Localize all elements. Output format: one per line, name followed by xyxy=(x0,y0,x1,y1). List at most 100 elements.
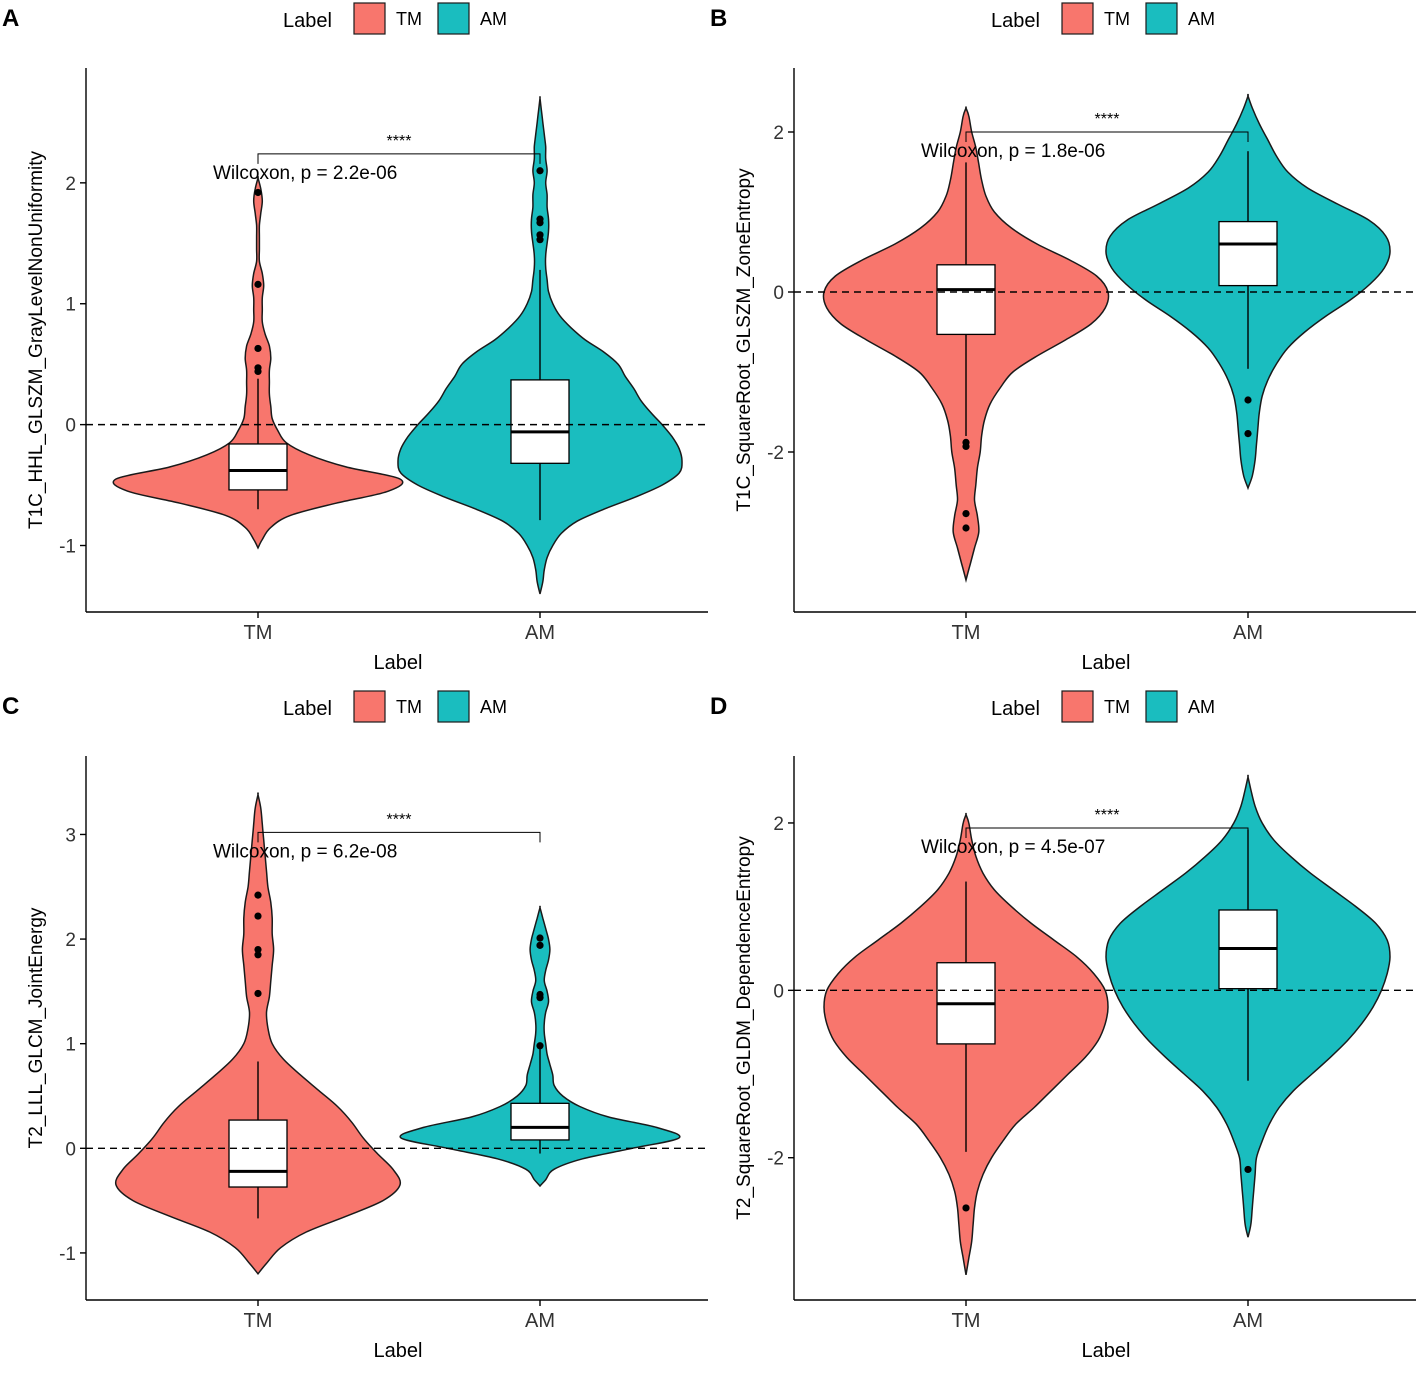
outlier-point xyxy=(254,188,262,197)
legend-swatch-tm xyxy=(1061,690,1094,723)
x-axis-label: Label xyxy=(374,1340,423,1362)
legend-label-am: AM xyxy=(480,697,507,717)
outlier-point xyxy=(536,934,544,942)
legend-swatch-am xyxy=(1145,690,1178,723)
y-tick-label: 0 xyxy=(773,283,784,304)
y-tick-label: 0 xyxy=(65,1139,76,1160)
wilcoxon-label: Wilcoxon, p = 4.5e-07 xyxy=(921,837,1105,858)
wilcoxon-label: Wilcoxon, p = 6.2e-08 xyxy=(213,841,397,862)
legend-swatch-am xyxy=(437,690,470,723)
box-am xyxy=(1218,220,1278,287)
outlier-point xyxy=(254,945,262,954)
legend: Label TM AM xyxy=(991,690,1215,723)
panel-c: C Label TM AM -1 0 1 2 3 TM AM Label T2_LLL_GLCM_Joi… xyxy=(0,688,708,1376)
chart-svg: B Label TM AM -2 0 2 TM AM Label T1C_SquareRoot_GL… xyxy=(710,2,1416,674)
panel-letter: B xyxy=(710,5,727,32)
panel-b: B Label TM AM -2 0 2 TM AM Label T1C_SquareRoot_GL… xyxy=(708,0,1416,688)
outlier-point xyxy=(536,941,544,949)
box-tm xyxy=(228,443,288,491)
wilcoxon-label: Wilcoxon, p = 1.8e-06 xyxy=(921,141,1105,162)
outlier-point xyxy=(962,524,970,532)
outlier-point xyxy=(536,215,544,223)
wilcoxon-label: Wilcoxon, p = 2.2e-06 xyxy=(213,163,397,184)
box-am xyxy=(510,379,570,464)
outlier-point xyxy=(254,989,262,998)
x-tick-label: AM xyxy=(1233,1310,1263,1332)
y-tick-label: -1 xyxy=(59,1244,76,1265)
legend-label-tm: TM xyxy=(396,697,422,717)
legend-title: Label xyxy=(283,10,332,32)
outlier-point xyxy=(254,344,262,353)
y-tick-label: -1 xyxy=(59,537,76,558)
panel-a: A Label TM AM -1 0 1 2 TM AM Label T1C_HHL_GLSZM_Gr… xyxy=(0,0,708,688)
x-axis-label: Label xyxy=(374,652,423,674)
box-tm xyxy=(228,1119,288,1188)
x-tick-label: AM xyxy=(1233,622,1263,644)
outlier-point xyxy=(962,442,970,450)
legend: Label TM AM xyxy=(283,690,507,723)
y-tick-label: 2 xyxy=(773,123,784,144)
y-tick-label: -2 xyxy=(767,443,784,464)
chart-svg: D Label TM AM -2 0 2 TM AM Label T2_SquareRoot_GLD… xyxy=(710,690,1416,1362)
outlier-point xyxy=(254,951,262,959)
x-tick-label: TM xyxy=(952,1310,981,1332)
y-tick-label: 1 xyxy=(65,295,76,316)
legend-title: Label xyxy=(283,698,332,720)
legend-label-am: AM xyxy=(480,9,507,29)
violin-tm xyxy=(112,175,404,550)
box-tm xyxy=(936,264,996,336)
x-axis-label: Label xyxy=(1082,652,1131,674)
outlier-point xyxy=(536,1042,544,1050)
box-am xyxy=(510,1102,570,1141)
significance-stars: **** xyxy=(387,811,412,828)
chart-svg: C Label TM AM -1 0 1 2 3 TM AM Label T2_LLL_GLCM_Joi… xyxy=(2,690,708,1362)
y-axis-label: T2_SquareRoot_GLDM_DependenceEntropy xyxy=(734,836,755,1220)
outlier-point xyxy=(1244,396,1252,404)
outlier-point xyxy=(962,509,970,518)
outlier-point xyxy=(254,280,262,288)
y-tick-label: 0 xyxy=(65,416,76,437)
legend-label-am: AM xyxy=(1188,9,1215,29)
outlier-point xyxy=(1244,430,1252,438)
y-tick-label: 2 xyxy=(773,814,784,835)
y-axis-label: T2_LLL_GLCM_JointEnergy xyxy=(26,907,47,1148)
panel-letter: D xyxy=(710,693,727,720)
legend-label-tm: TM xyxy=(1104,697,1130,717)
y-tick-label: 2 xyxy=(65,174,76,195)
significance-stars: **** xyxy=(1095,111,1120,128)
x-tick-label: AM xyxy=(525,622,555,644)
legend: Label TM AM xyxy=(991,2,1215,35)
x-tick-label: TM xyxy=(952,622,981,644)
significance-bracket xyxy=(257,831,541,843)
outlier-point xyxy=(536,990,544,999)
significance-bracket xyxy=(965,827,1249,838)
legend-label-tm: TM xyxy=(396,9,422,29)
chart-svg: A Label TM AM -1 0 1 2 TM AM Label T1C_HHL_GLSZM_Gr… xyxy=(2,2,708,674)
outlier-point xyxy=(254,912,262,920)
x-axis-label: Label xyxy=(1082,1340,1131,1362)
significance-stars: **** xyxy=(387,133,412,150)
legend-title: Label xyxy=(991,10,1040,32)
violin-tm xyxy=(114,792,402,1275)
panel-letter: A xyxy=(2,5,19,32)
legend-swatch-am xyxy=(437,2,470,35)
y-tick-label: -2 xyxy=(767,1149,784,1170)
significance-bracket xyxy=(965,131,1249,142)
y-tick-label: 1 xyxy=(65,1035,76,1056)
legend-swatch-tm xyxy=(353,2,386,35)
outlier-point xyxy=(254,891,262,899)
legend-title: Label xyxy=(991,698,1040,720)
significance-bracket xyxy=(257,153,541,164)
legend-swatch-tm xyxy=(353,690,386,723)
x-tick-label: AM xyxy=(525,1310,555,1332)
significance-stars: **** xyxy=(1095,807,1120,824)
legend: Label TM AM xyxy=(283,2,507,35)
y-axis-label: T1C_HHL_GLSZM_GrayLevelNonUniformity xyxy=(26,150,47,529)
legend-swatch-tm xyxy=(1061,2,1094,35)
panel-letter: C xyxy=(2,693,19,720)
legend-swatch-am xyxy=(1145,2,1178,35)
outlier-point xyxy=(254,364,262,372)
y-tick-label: 2 xyxy=(65,930,76,951)
outlier-point xyxy=(962,1204,970,1212)
